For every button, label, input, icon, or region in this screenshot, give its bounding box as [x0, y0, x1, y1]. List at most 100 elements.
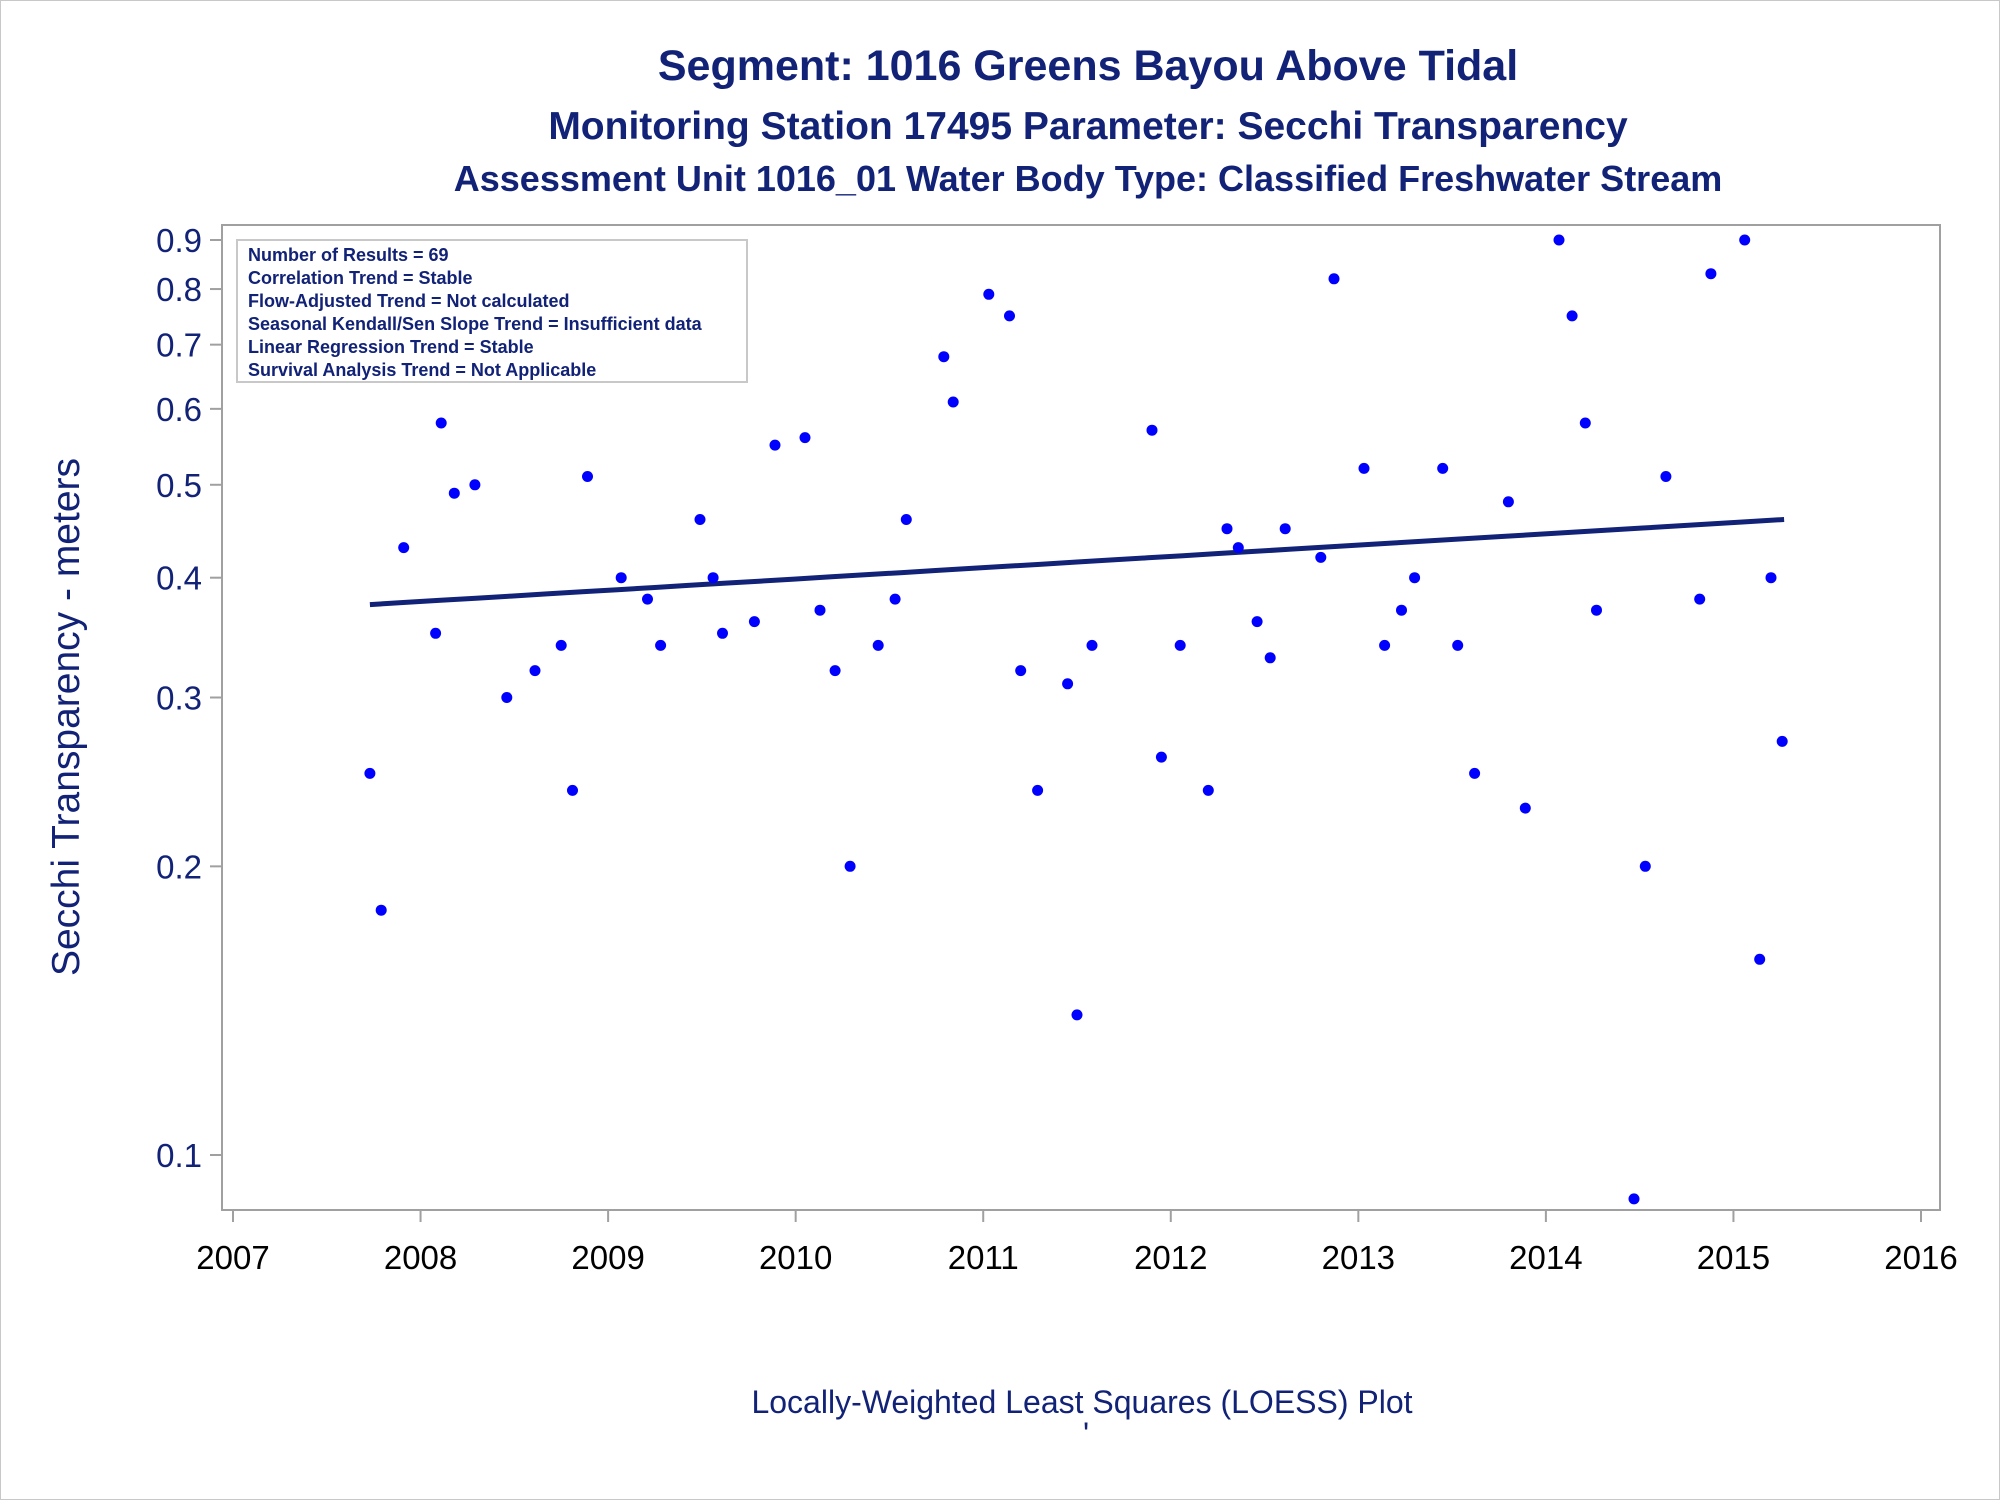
x-tick-label: 2013	[1322, 1239, 1395, 1276]
data-point	[1628, 1193, 1640, 1205]
stats-box-frame	[236, 239, 748, 383]
x-tick-label: 2008	[384, 1239, 457, 1276]
y-tick-label: 0.5	[156, 467, 202, 504]
data-point	[1502, 496, 1514, 508]
data-point	[707, 572, 719, 584]
data-point	[717, 627, 728, 639]
data-point	[748, 616, 760, 628]
data-point	[582, 471, 593, 482]
y-axis: 0.1 0.2 0.3 0.4 0.5 0.6 0.7 0.8 0.9	[156, 222, 222, 1174]
data-point	[1754, 953, 1766, 965]
data-point	[1452, 639, 1464, 651]
data-point	[655, 639, 667, 651]
data-point	[1776, 735, 1788, 747]
stat-seasonal-kendall-trend: Seasonal Kendall/Sen Slope Trend = Insuf…	[248, 314, 703, 334]
data-point	[1032, 784, 1044, 796]
stat-survival-analysis-trend: Survival Analysis Trend = Not Applicable	[248, 360, 596, 380]
data-point	[1358, 462, 1370, 474]
stat-linear-regression-trend: Linear Regression Trend = Stable	[248, 337, 534, 357]
data-point	[844, 860, 856, 872]
stats-box: Number of Results = 69 Correlation Trend…	[236, 239, 748, 383]
data-point	[1202, 784, 1214, 796]
y-tick-label: 0.9	[156, 222, 202, 259]
data-point	[1174, 639, 1186, 651]
x-tick-label: 2014	[1509, 1239, 1582, 1276]
x-tick-label: 2009	[571, 1239, 644, 1276]
x-axis: 2007 2008 2009 2010 2011 2012 2013 2014 2015 2016	[196, 1210, 1958, 1276]
footnote: Locally-Weighted Least Squares (LOESS) P…	[751, 1384, 1412, 1420]
data-point	[1765, 572, 1777, 584]
data-point	[947, 396, 959, 408]
data-point	[1566, 310, 1578, 322]
stat-flow-adjusted-trend: Flow-Adjusted Trend = Not calculated	[248, 291, 570, 311]
data-point	[555, 639, 567, 651]
points-layer	[364, 234, 1788, 1205]
chart-subtitle: Monitoring Station 17495 Parameter: Secc…	[548, 105, 1628, 148]
data-point	[1279, 523, 1291, 535]
data-point	[1469, 767, 1481, 779]
y-tick-label: 0.3	[156, 680, 202, 717]
data-point	[398, 542, 410, 554]
data-point	[1251, 616, 1263, 628]
data-point	[1379, 639, 1391, 651]
data-point	[983, 288, 995, 300]
data-point	[1437, 462, 1449, 474]
data-point	[1086, 639, 1098, 651]
data-point	[1591, 604, 1602, 616]
data-point	[694, 514, 706, 525]
data-point	[872, 639, 884, 651]
y-axis-label: Secchi Transparency - meters	[45, 458, 88, 976]
data-point	[938, 351, 950, 363]
data-point	[1146, 424, 1158, 436]
chart-title: Segment: 1016 Greens Bayou Above Tidal	[658, 42, 1518, 90]
y-tick-label: 0.4	[156, 560, 202, 597]
data-point	[615, 572, 627, 584]
x-tick-label: 2012	[1134, 1239, 1207, 1276]
data-point	[1519, 802, 1531, 814]
data-point	[1062, 678, 1074, 690]
data-point	[1071, 1009, 1083, 1021]
x-tick-label: 2011	[948, 1239, 1019, 1276]
y-tick-label: 0.1	[156, 1137, 202, 1174]
data-point	[1004, 310, 1015, 322]
data-point	[1155, 751, 1167, 763]
data-point	[1660, 471, 1672, 482]
trend-line	[369, 517, 1785, 608]
data-point	[529, 665, 541, 677]
data-point	[1705, 268, 1717, 280]
data-point	[1315, 551, 1327, 563]
data-point	[469, 479, 481, 491]
y-tick-label: 0.6	[156, 391, 202, 428]
data-point	[1739, 234, 1751, 246]
data-point	[1221, 523, 1233, 535]
data-point	[642, 593, 653, 605]
y-tick-label: 0.8	[156, 271, 202, 308]
data-point	[1232, 542, 1244, 554]
y-tick-label: 0.7	[156, 327, 202, 364]
data-point	[1015, 665, 1027, 677]
data-point	[375, 904, 387, 916]
trend-layer	[369, 517, 1785, 608]
data-point	[769, 439, 781, 451]
data-point	[1396, 604, 1407, 616]
data-point	[814, 604, 826, 616]
data-point	[1639, 860, 1651, 872]
data-point	[889, 593, 901, 605]
data-point	[1264, 652, 1276, 664]
y-tick-label: 0.2	[156, 848, 202, 885]
stat-number-of-results: Number of Results = 69	[248, 245, 449, 265]
x-tick-label: 2015	[1697, 1239, 1770, 1276]
data-point	[364, 767, 376, 779]
data-point	[1409, 572, 1421, 584]
chart-subtitle-2: Assessment Unit 1016_01 Water Body Type:…	[454, 158, 1723, 199]
data-point	[799, 432, 811, 444]
data-point	[829, 665, 841, 677]
data-point	[430, 627, 442, 639]
x-tick-label: 2010	[759, 1239, 832, 1276]
data-point	[1328, 273, 1340, 285]
data-point	[1553, 234, 1565, 246]
data-point	[435, 417, 447, 429]
data-point	[1579, 417, 1591, 429]
